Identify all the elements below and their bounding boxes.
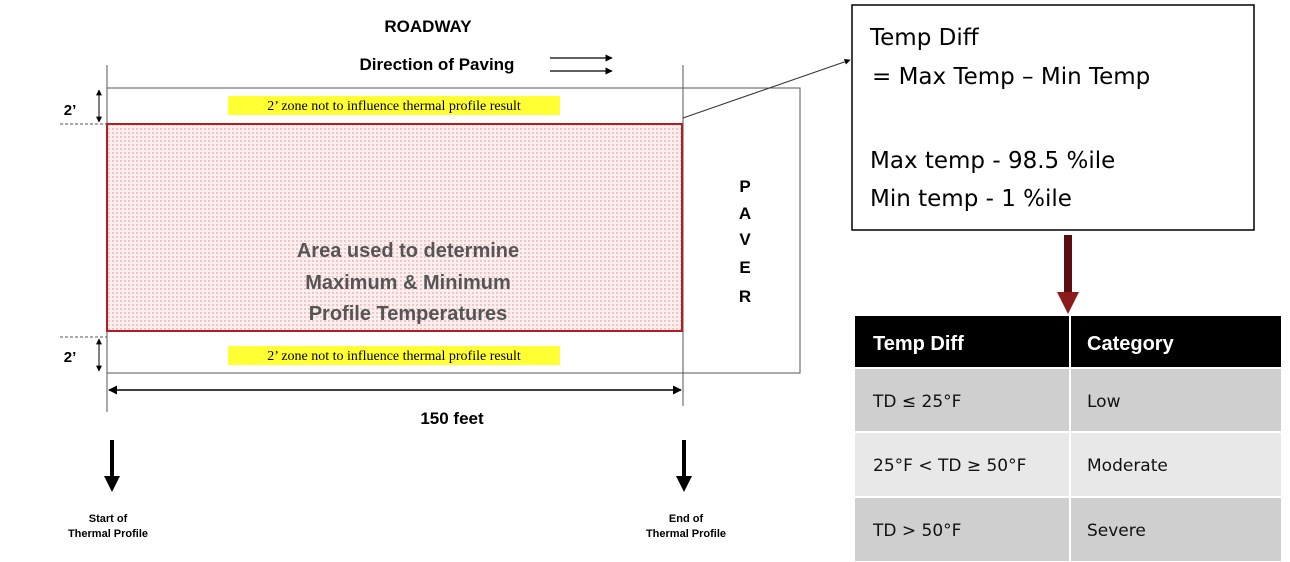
formula-line: = Max Temp – Min Temp xyxy=(872,64,1150,90)
highlight xyxy=(228,346,560,365)
red-arrow xyxy=(1057,235,1079,314)
table-row xyxy=(855,432,1281,497)
title: ROADWAY xyxy=(384,17,472,36)
paver: P A V E R xyxy=(739,177,751,306)
table-cell: 25°F < TD ≥ 50°F xyxy=(873,456,1026,476)
down-arrows xyxy=(104,440,692,492)
formula: Temp Diff = Max Temp – Min Temp Max temp… xyxy=(869,25,1150,212)
offset-label: 2’ xyxy=(64,102,77,119)
table-cell: TD > 50°F xyxy=(872,521,961,541)
table-cell: Severe xyxy=(1087,521,1146,541)
end-label: Thermal Profile xyxy=(646,528,726,540)
area xyxy=(106,123,683,332)
table: Temp Diff Category TD ≤ 25°F Low 25°F < … xyxy=(855,316,1281,561)
area-text: Profile Temperatures xyxy=(309,303,508,325)
start-label: Start of xyxy=(89,513,128,525)
table-cell: Moderate xyxy=(1087,456,1168,476)
callout-line xyxy=(682,58,851,119)
formula-line: Temp Diff xyxy=(869,25,980,51)
paver-letter: R xyxy=(739,287,751,306)
paver-letter: E xyxy=(739,258,750,277)
end-label: End of xyxy=(669,513,704,525)
highlight xyxy=(228,96,560,115)
paver-letter: V xyxy=(739,230,751,249)
table-header-cell: Temp Diff xyxy=(873,333,964,355)
formula-box xyxy=(851,4,1255,231)
table-cell: TD ≤ 25°F xyxy=(872,392,961,412)
length-label: 150 feet xyxy=(420,409,484,428)
paving-arrows xyxy=(550,54,613,75)
table-row xyxy=(855,497,1281,561)
table-header xyxy=(855,316,1281,368)
direction: Direction of Paving xyxy=(360,55,515,74)
table-header-cell: Category xyxy=(1087,333,1175,355)
paver-letter: A xyxy=(739,204,751,223)
start-label: Thermal Profile xyxy=(68,528,148,540)
zone-label: 2’ zone not to influence thermal profile… xyxy=(267,99,521,114)
zone-label: 2’ zone not to influence thermal profile… xyxy=(267,349,521,364)
area-text: Maximum & Minimum xyxy=(305,272,511,294)
table-row xyxy=(855,368,1281,432)
formula-line: Max temp - 98.5 %ile xyxy=(870,148,1115,174)
offset-label: 2’ xyxy=(64,349,77,366)
table-cell: Low xyxy=(1087,392,1121,412)
area-text: Area used to determine xyxy=(297,240,519,262)
formula-line: Min temp - 1 %ile xyxy=(870,186,1072,212)
paver-letter: P xyxy=(739,177,750,196)
